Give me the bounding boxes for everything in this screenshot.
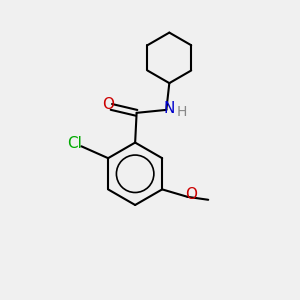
Text: Cl: Cl [68,136,82,152]
Text: O: O [102,97,114,112]
Text: H: H [177,105,187,119]
Text: O: O [185,187,197,202]
Text: N: N [163,100,174,116]
